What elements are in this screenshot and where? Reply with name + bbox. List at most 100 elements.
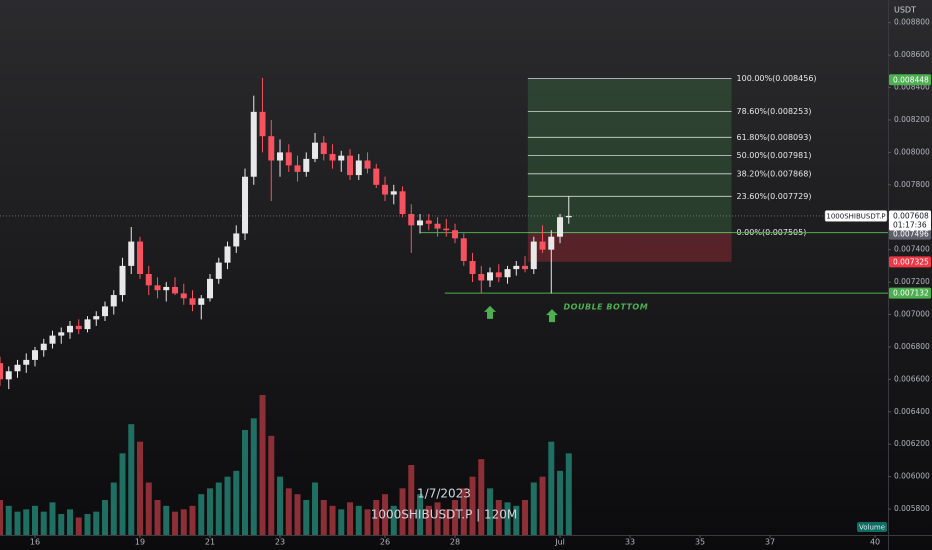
candle-body [329,154,336,161]
candle-body [207,278,214,299]
candle-body [408,214,415,226]
candle-body [0,363,3,380]
candle-body [285,152,292,166]
candle-body [530,241,537,270]
candle-body [224,246,231,263]
candle-body [522,265,529,270]
candle-body [548,236,555,250]
price-label-box [889,256,931,268]
x-tick-label: 23 [275,538,285,547]
candle-body [84,319,91,330]
volume-bar [84,514,91,535]
x-tick-label: 21 [205,538,215,547]
candle-body [443,228,450,231]
volume-bar [119,453,126,535]
candle-body [434,223,441,229]
volume-bar [198,494,205,535]
date-watermark: 1/7/2023 [417,487,471,501]
price-label: 0.008448 [893,75,929,84]
candle-body [565,215,572,218]
candle-body [382,184,389,195]
fib-level-label: 61.80%(0.008093) [737,133,812,142]
fib-stop-zone [527,232,732,262]
volume-bar [294,494,301,535]
volume-bar [233,470,240,535]
candle-body [338,155,345,161]
candle-body [504,269,511,278]
candle-body [49,335,56,344]
volume-bar [487,488,494,535]
volume-bar [382,494,389,535]
y-tick-label: 0.006600 [894,374,930,383]
candle-body [399,191,406,214]
volume-bar [23,509,30,535]
symbol-label: 1000SHIBUSDT.P [826,212,885,220]
volume-bar [250,418,257,535]
candle-body [452,230,459,239]
candle-body [478,273,485,281]
volume-bar [0,500,3,535]
arrow-up [484,305,497,319]
candle-body [277,152,284,161]
volume-bar [355,505,362,535]
volume-bar [207,488,214,535]
volume-bar [137,441,144,535]
volume-bar [93,511,100,535]
candle-body [67,325,74,333]
volume-bar [285,488,292,535]
candle-body [233,233,240,247]
volume-bar [329,505,336,535]
y-tick-label: 0.007200 [894,277,930,286]
volume-bar [373,500,380,535]
volume-bar [172,511,179,535]
candle-body [172,286,179,294]
candle-body [154,285,161,291]
volume-bar [5,505,12,535]
volume-bar [548,441,555,535]
y-tick-label: 0.008400 [894,83,930,92]
y-tick-label: 0.008800 [894,18,930,27]
volume-bar [49,502,56,535]
candle-body [425,220,432,224]
fib-level-label: 78.60%(0.008253) [737,107,812,116]
volume-bar [128,424,135,535]
volume-bar [364,509,371,535]
candle-body [513,265,520,270]
volume-bar [390,505,397,535]
volume-bar [163,505,170,535]
price-label: 0.007496 [893,230,929,239]
candle-body [268,136,275,161]
candle-body [145,273,152,286]
candle-body [180,293,187,299]
y-tick-label: 0.007400 [894,245,930,254]
chart-layer: 0.005800 0.006000 0.006200 0.006400 0.006600… [0,18,931,547]
x-tick-label: 16 [30,538,40,547]
candle-body [119,265,126,296]
candle-body [487,272,494,281]
y-tick-label: 0.008000 [894,147,930,156]
volume-bar [180,509,187,535]
y-tick-label: 0.007000 [894,310,930,319]
candle-body [137,241,144,274]
volume-bar [58,514,65,535]
countdown-label: 01:17:36 [893,220,927,229]
volume-bar [443,509,450,535]
price-label-box [889,228,931,240]
y-tick-label: 0.006400 [894,407,930,416]
candle-body [495,272,502,278]
price-label: 0.007325 [893,257,929,266]
candle-body [189,298,196,305]
y-tick-label: 0.008600 [894,50,930,59]
candle-body [242,176,249,234]
candle-body [303,158,310,172]
volume-bar [565,453,572,535]
volume-bar [224,476,231,535]
volume-bar [469,476,476,535]
fib-level-label: 23.60%(0.007729) [737,192,812,201]
candle-body [250,111,257,177]
price-label-box [889,287,931,299]
volume-bar [513,505,520,535]
x-tick-label: 26 [380,538,390,547]
candle-body [32,350,39,360]
volume-bar [522,500,529,535]
